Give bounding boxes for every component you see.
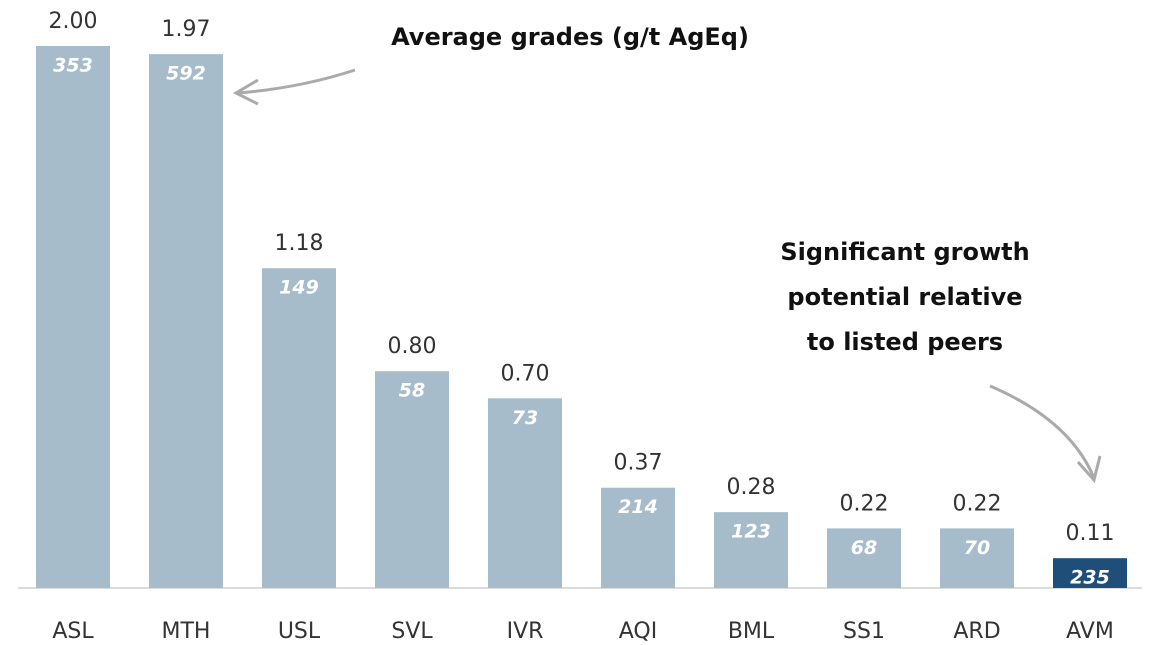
value-label: 0.11 xyxy=(1066,521,1115,546)
grade-label: 73 xyxy=(512,407,538,429)
bar xyxy=(488,398,562,588)
annotation-line: to listed peers xyxy=(807,328,1003,356)
grade-label: 214 xyxy=(618,496,658,518)
value-label: 0.28 xyxy=(727,475,776,500)
value-label: 0.22 xyxy=(840,491,889,516)
x-tick-label: ARD xyxy=(953,619,1000,644)
grade-label: 235 xyxy=(1070,567,1110,589)
value-label: 0.22 xyxy=(953,491,1002,516)
arrow-head xyxy=(232,78,259,106)
value-label: 0.37 xyxy=(614,451,663,476)
bar xyxy=(601,487,675,588)
bar xyxy=(714,512,788,588)
grade-label: 123 xyxy=(731,521,771,543)
bar xyxy=(262,268,336,588)
annotation-line: Significant growth xyxy=(780,238,1029,266)
value-label: 1.97 xyxy=(162,17,211,42)
grade-label: 592 xyxy=(166,63,206,85)
grade-label: 70 xyxy=(964,537,990,559)
x-tick-label: BML xyxy=(728,619,775,644)
value-label: 0.80 xyxy=(388,334,437,359)
arrow xyxy=(237,68,356,95)
annotation: Average grades (g/t AgEq) xyxy=(391,23,749,51)
grade-label: 353 xyxy=(53,55,93,77)
x-tick-label: AVM xyxy=(1066,619,1114,644)
bar xyxy=(940,528,1014,588)
x-tick-label: MTH xyxy=(162,619,211,644)
grade-label: 68 xyxy=(851,537,877,559)
x-tick-label: IVR xyxy=(507,619,544,644)
x-tick-label: AQI xyxy=(619,619,657,644)
value-label: 2.00 xyxy=(49,9,98,34)
arrow xyxy=(989,384,1096,479)
x-tick-label: SVL xyxy=(391,619,433,644)
grade-label: 149 xyxy=(279,277,319,299)
bar xyxy=(36,46,110,588)
value-label: 1.18 xyxy=(275,231,324,256)
annotation-line: potential relative xyxy=(787,283,1022,311)
arrow-head xyxy=(1076,455,1102,484)
bar xyxy=(375,371,449,588)
bar xyxy=(1053,558,1127,588)
value-label: 0.70 xyxy=(501,361,550,386)
x-tick-label: ASL xyxy=(52,619,94,644)
grade-label: 58 xyxy=(399,380,425,402)
bar xyxy=(149,54,223,588)
bar xyxy=(827,528,901,588)
x-tick-label: USL xyxy=(278,619,321,644)
x-tick-label: SS1 xyxy=(843,619,885,644)
